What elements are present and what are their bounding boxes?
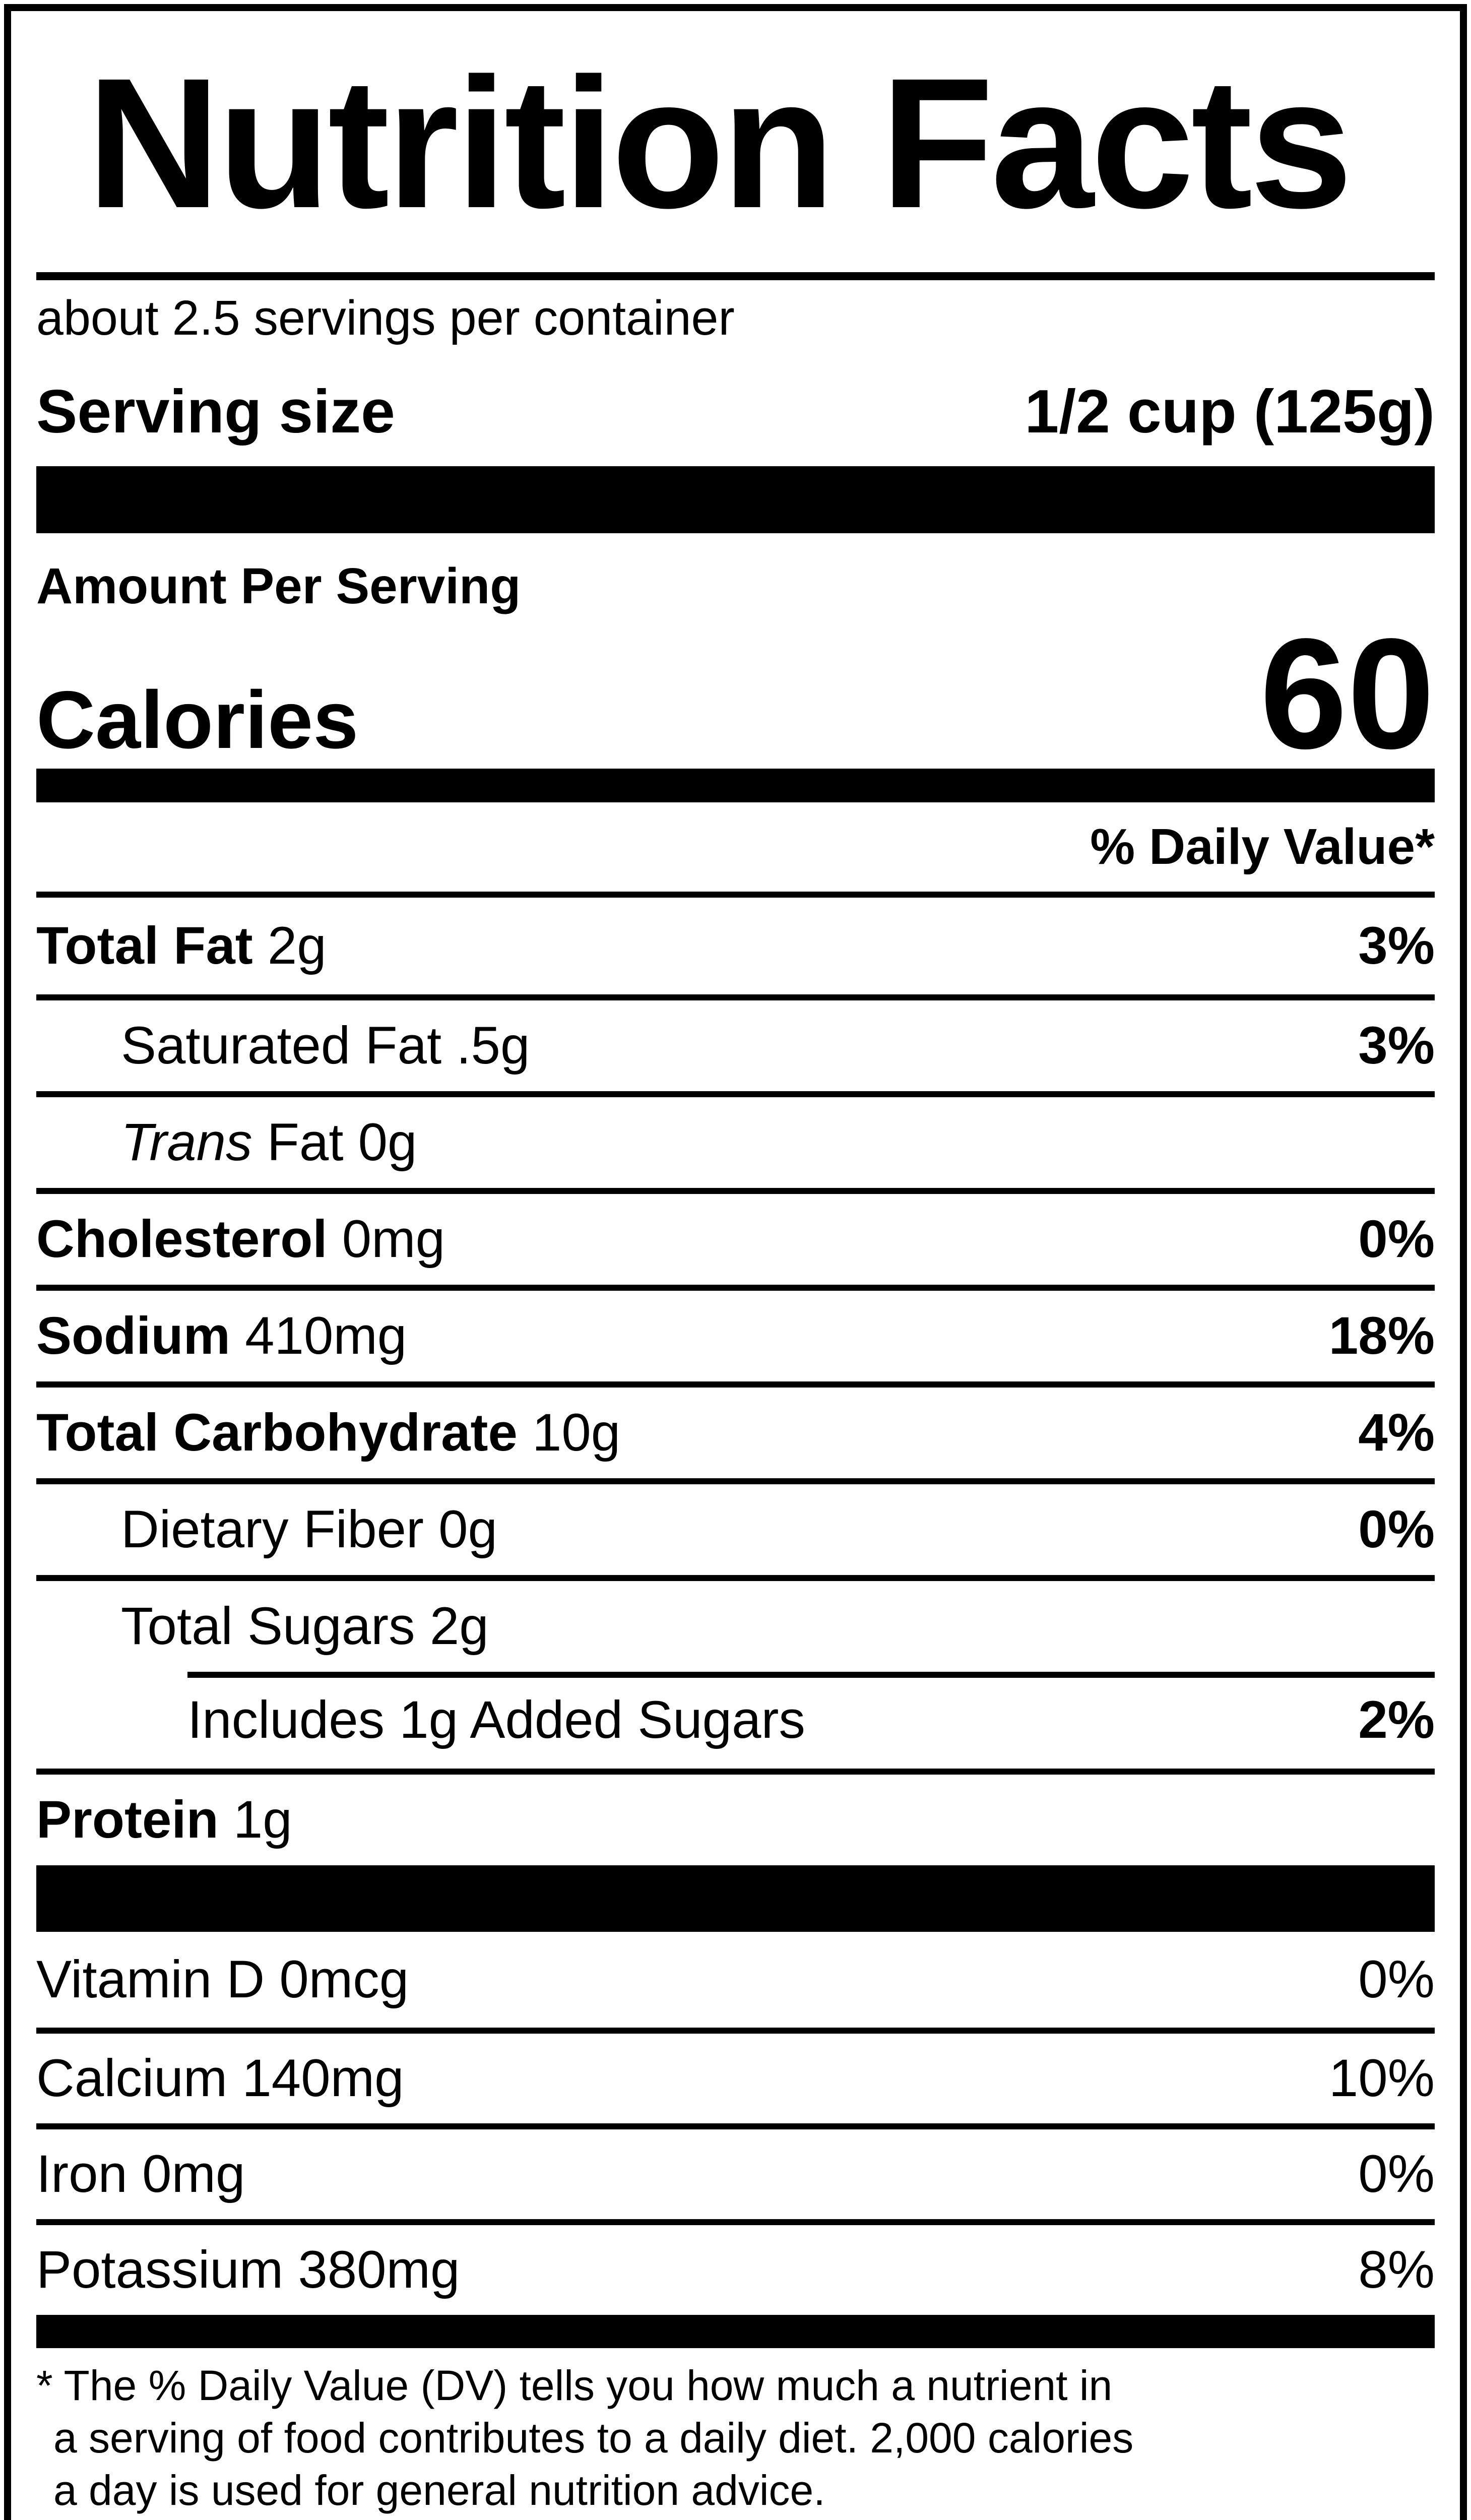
nutrient-row: Cholesterol 0mg 0%	[36, 1188, 1435, 1285]
footnote-line: a day is used for general nutrition advi…	[53, 2467, 825, 2514]
daily-value-percent: 0%	[1358, 1500, 1435, 1559]
nutrient-name: Cholesterol 0mg	[36, 1210, 445, 1269]
nutrient-row: Saturated Fat .5g 3%	[36, 994, 1435, 1091]
vitamin-row: Calcium 140mg 10%	[36, 2028, 1435, 2123]
serving-size-label: Serving size	[36, 376, 395, 446]
label-title: Nutrition Facts	[87, 39, 1353, 246]
calories-value: 60	[1259, 606, 1435, 782]
nutrition-facts-label: Nutrition Facts about 2.5 servings per c…	[4, 4, 1467, 2520]
nutrient-name: Trans Fat 0g	[121, 1113, 417, 1172]
footnote: * The % Daily Value (DV) tells you how m…	[36, 2348, 1435, 2516]
vitamin-name: Iron 0mg	[36, 2145, 245, 2203]
separator-bar-medium	[36, 769, 1435, 802]
footnote-line: * The % Daily Value (DV) tells you how m…	[36, 2362, 1113, 2409]
nutrient-row: Protein 1g	[36, 1769, 1435, 1865]
daily-value-percent: 8%	[1358, 2240, 1435, 2299]
daily-value-percent: 2%	[1358, 1690, 1435, 1749]
nutrient-name: Dietary Fiber 0g	[121, 1500, 497, 1559]
vitamin-name: Vitamin D 0mcg	[36, 1950, 409, 2009]
daily-value-percent: 3%	[1358, 1016, 1435, 1075]
separator-bar-footnote	[36, 2315, 1435, 2348]
nutrient-row: Total Carbohydrate 10g 4%	[36, 1381, 1435, 1478]
nutrient-name: Total Sugars 2g	[121, 1597, 489, 1656]
vitamin-row: Iron 0mg 0%	[36, 2123, 1435, 2219]
title-divider	[36, 272, 1435, 280]
separator-bar-thick-bottom	[36, 1865, 1435, 1932]
nutrient-row: Total Sugars 2g	[36, 1575, 1435, 1672]
serving-size-row: Serving size 1/2 cup (125g)	[36, 356, 1435, 466]
daily-value-percent: 18%	[1328, 1306, 1435, 1365]
vitamin-name: Potassium 380mg	[36, 2240, 460, 2299]
vitamin-row: Vitamin D 0mcg 0%	[36, 1932, 1435, 2028]
calories-label: Calories	[36, 674, 359, 766]
nutrient-name: Total Carbohydrate 10g	[36, 1403, 621, 1462]
nutrient-row: Sodium 410mg 18%	[36, 1285, 1435, 1381]
indented-divider	[187, 1672, 1435, 1678]
nutrient-rows: Total Fat 2g 3% Saturated Fat .5g 3% Trans F…	[36, 898, 1435, 1865]
footnote-line: a serving of food contributes to a daily…	[53, 2414, 1134, 2462]
daily-value-percent: 0%	[1358, 1210, 1435, 1269]
nutrient-row: Trans Fat 0g	[36, 1091, 1435, 1188]
daily-value-percent: 0%	[1358, 1950, 1435, 2009]
vitamin-row: Potassium 380mg 8%	[36, 2219, 1435, 2315]
vitamin-name: Calcium 140mg	[36, 2049, 404, 2108]
vitamin-rows: Vitamin D 0mcg 0% Calcium 140mg 10% Iron 0mg…	[36, 1932, 1435, 2315]
nutrient-name: Protein 1g	[36, 1790, 292, 1849]
calories-row: Calories 60	[36, 615, 1435, 773]
nutrient-name: Total Fat 2g	[36, 916, 327, 975]
daily-value-header: % Daily Value*	[36, 802, 1435, 898]
daily-value-percent: 10%	[1328, 2049, 1435, 2108]
daily-value-percent: 3%	[1358, 916, 1435, 975]
nutrient-name: Saturated Fat .5g	[121, 1016, 530, 1075]
amount-per-serving-label: Amount Per Serving	[36, 558, 521, 614]
nutrient-row: Includes 1g Added Sugars 2%	[36, 1672, 1435, 1769]
serving-size-value: 1/2 cup (125g)	[1025, 376, 1435, 446]
nutrient-name: Sodium 410mg	[36, 1306, 407, 1365]
daily-value-percent: 0%	[1358, 2145, 1435, 2203]
nutrient-name: Includes 1g Added Sugars	[187, 1690, 805, 1749]
nutrient-row: Dietary Fiber 0g 0%	[36, 1478, 1435, 1575]
daily-value-percent: 4%	[1358, 1403, 1435, 1462]
nutrient-row: Total Fat 2g 3%	[36, 898, 1435, 994]
servings-per-container: about 2.5 servings per container	[36, 290, 735, 345]
calories-block: Amount Per Serving Calories 60	[36, 533, 1435, 773]
separator-bar-thick-top	[36, 466, 1435, 533]
